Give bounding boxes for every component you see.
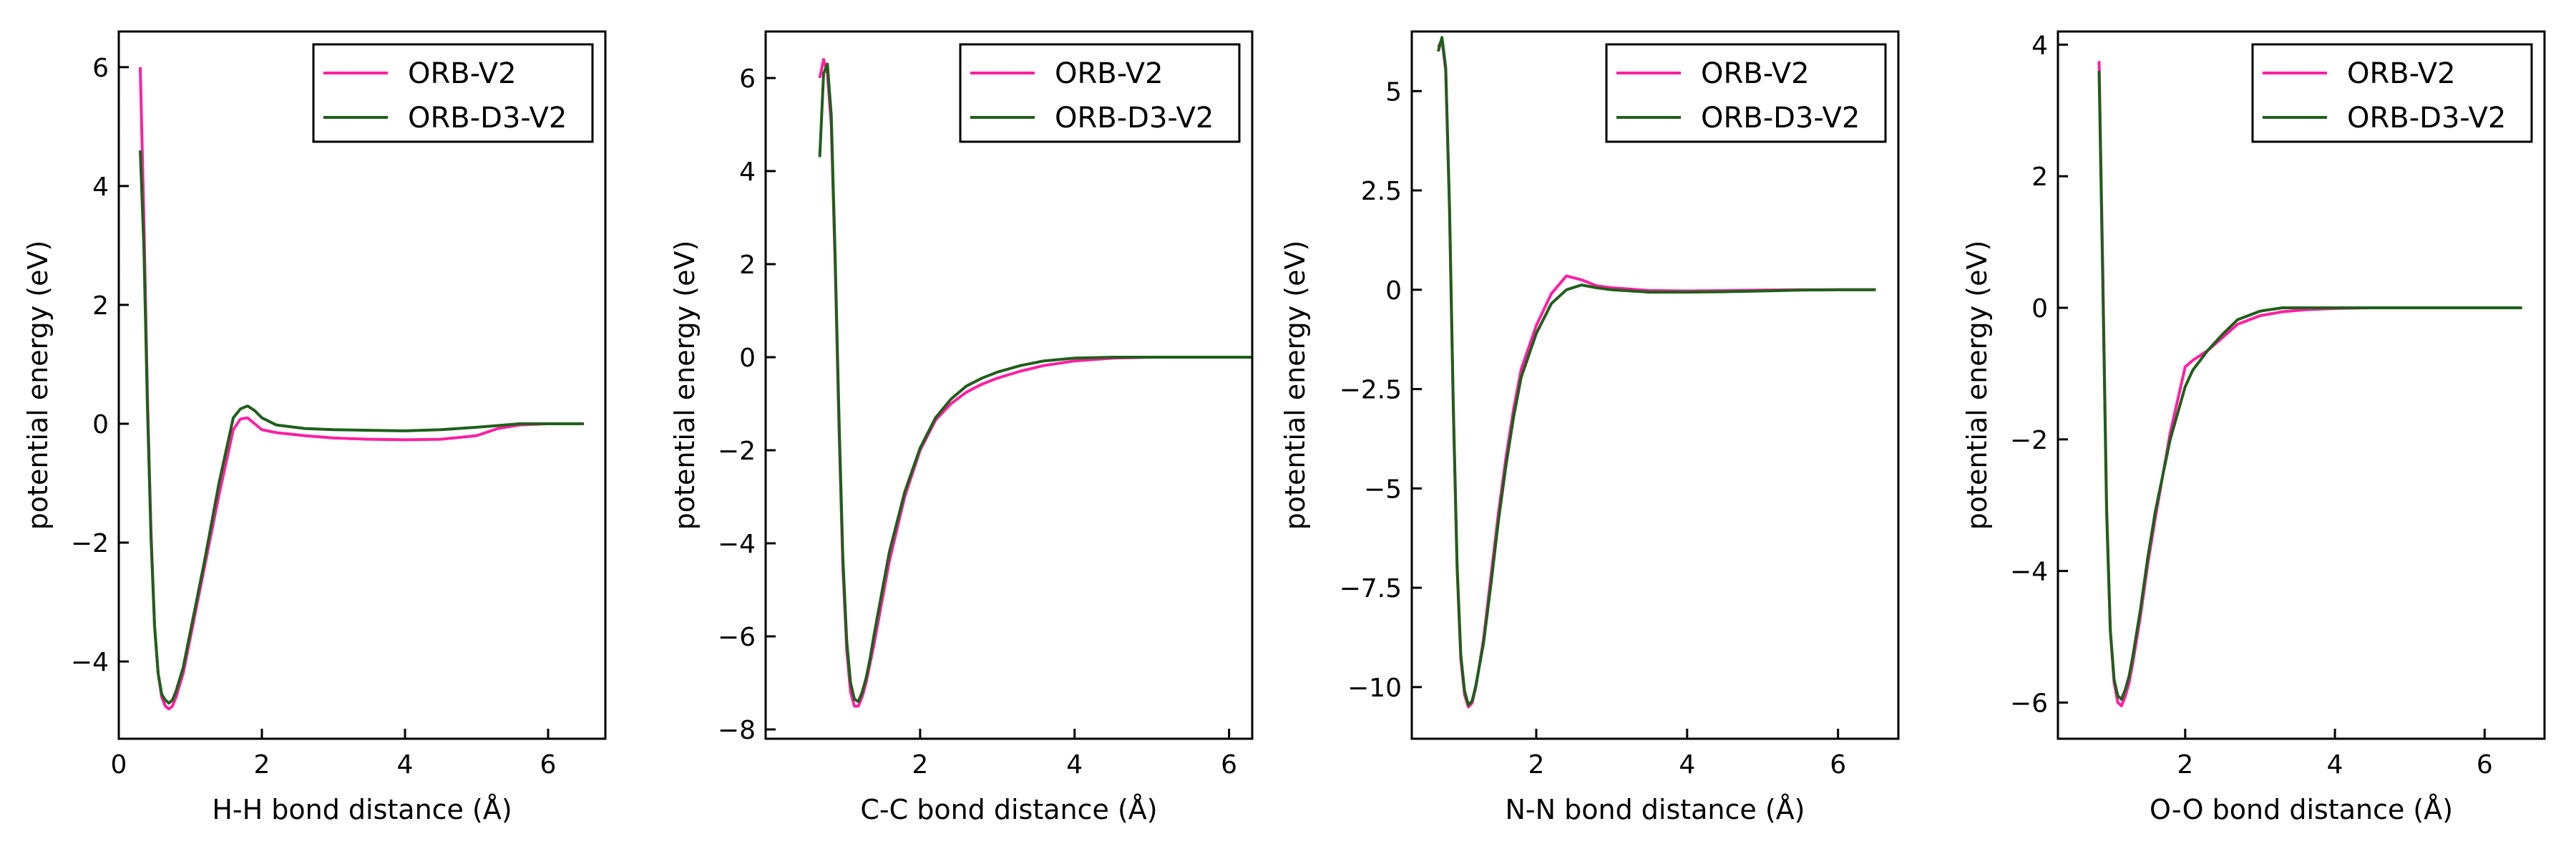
series-line-orb-v2 [139, 67, 584, 711]
y-tick-label: −2.5 [1340, 376, 1402, 405]
legend: ORB-V2 ORB-D3-V2 [2251, 43, 2533, 143]
y-tick-label: 6 [92, 54, 109, 83]
chart-panel-1: 0 2 4 6 −4 −2 0 2 4 6 H-H bond distance (Å) potenti… [22, 30, 607, 825]
y-tick-label: 4 [739, 157, 756, 187]
y-tick-label: −8 [718, 716, 756, 745]
chart-panel-4: 2 4 6 −6 −4 −2 0 2 4 O-O bond distance (Å) potenti… [1961, 30, 2546, 825]
legend-label: ORB-D3-V2 [1055, 102, 1214, 135]
y-tick-label: 2 [92, 291, 109, 321]
series-line-orb-d3-v2 [139, 150, 584, 705]
series-line-orb-d3-v2 [1436, 36, 1876, 707]
y-tick-label: −7.5 [1340, 574, 1402, 603]
y-tick-label: −6 [2010, 689, 2048, 718]
plot-frame [117, 30, 607, 740]
y-tick-label: 4 [2031, 31, 2048, 60]
x-tick-label: 2 [254, 750, 270, 780]
y-tick-label: −10 [1347, 674, 1402, 703]
series-line-orb-d3-v2 [2097, 71, 2522, 701]
legend-box [312, 43, 594, 143]
x-tick-label: 6 [540, 750, 557, 780]
legend-label: ORB-D3-V2 [408, 102, 567, 135]
x-tick-label: 6 [2477, 750, 2493, 780]
y-tick-label: 4 [92, 173, 109, 202]
x-tick-label: 2 [1528, 750, 1545, 780]
x-tick-label: 4 [2327, 750, 2343, 780]
series-line-orb-v2 [818, 58, 1252, 708]
legend-label: ORB-V2 [1701, 57, 1810, 90]
legend-box [2251, 43, 2533, 143]
y-tick-label: −2 [718, 437, 756, 466]
y-axis-label: potential energy (eV) [669, 241, 701, 530]
plot-frame [764, 30, 1254, 740]
plot-frame [1410, 30, 1900, 740]
legend-label: ORB-V2 [408, 57, 517, 90]
x-tick-label: 0 [111, 750, 127, 780]
y-tick-label: −2 [71, 529, 109, 558]
series-line-orb-d3-v2 [818, 62, 1252, 703]
y-tick-label: −4 [71, 648, 109, 677]
legend-box [959, 43, 1241, 143]
x-tick-label: 4 [1066, 750, 1083, 780]
y-tick-label: 2 [2031, 162, 2048, 192]
x-axis-label: H-H bond distance (Å) [212, 794, 512, 825]
y-tick-label: 0 [1385, 276, 1402, 306]
legend: ORB-V2 ORB-D3-V2 [312, 43, 594, 143]
legend: ORB-V2 ORB-D3-V2 [1605, 43, 1887, 143]
y-tick-label: −5 [1364, 475, 1402, 504]
legend-label: ORB-V2 [1055, 57, 1163, 90]
y-tick-label: 5 [1385, 77, 1402, 107]
y-tick-label: −6 [718, 623, 756, 652]
chart-panel-3: 2 4 6 −10 −7.5 −5 −2.5 0 2.5 5 N-N bond distance (… [1279, 30, 1900, 825]
x-tick-label: 4 [397, 750, 414, 780]
legend-label: ORB-V2 [2347, 57, 2456, 90]
legend: ORB-V2 ORB-D3-V2 [959, 43, 1241, 143]
legend-label: ORB-D3-V2 [2347, 102, 2506, 135]
chart-panel-2: 2 4 6 −8 −6 −4 −2 0 2 4 6 C-C bond distance (Å) pote… [669, 30, 1254, 825]
y-tick-label: 0 [739, 344, 756, 373]
y-tick-label: 0 [92, 410, 109, 440]
x-axis-label: N-N bond distance (Å) [1505, 794, 1805, 825]
legend-box [1605, 43, 1887, 143]
y-tick-label: 2.5 [1361, 177, 1402, 206]
x-axis-label: O-O bond distance (Å) [2150, 794, 2453, 825]
y-axis-label: potential energy (eV) [1279, 241, 1311, 530]
x-tick-label: 6 [1221, 750, 1237, 780]
y-axis-label: potential energy (eV) [1961, 241, 1993, 530]
y-tick-label: 2 [739, 251, 756, 280]
x-tick-label: 6 [1830, 750, 1846, 780]
plot-frame [2057, 30, 2546, 740]
x-tick-label: 4 [1679, 750, 1695, 780]
y-tick-label: 6 [739, 64, 756, 94]
x-tick-label: 2 [2177, 750, 2193, 780]
y-tick-label: −4 [718, 530, 756, 559]
y-tick-label: 0 [2031, 294, 2048, 324]
x-axis-label: C-C bond distance (Å) [860, 794, 1157, 825]
y-axis-label: potential energy (eV) [22, 241, 54, 530]
series-line-orb-v2 [2097, 61, 2522, 707]
y-tick-label: −4 [2010, 558, 2048, 587]
x-tick-label: 2 [912, 750, 928, 780]
y-tick-label: −2 [2010, 426, 2048, 455]
legend-label: ORB-D3-V2 [1701, 102, 1860, 135]
